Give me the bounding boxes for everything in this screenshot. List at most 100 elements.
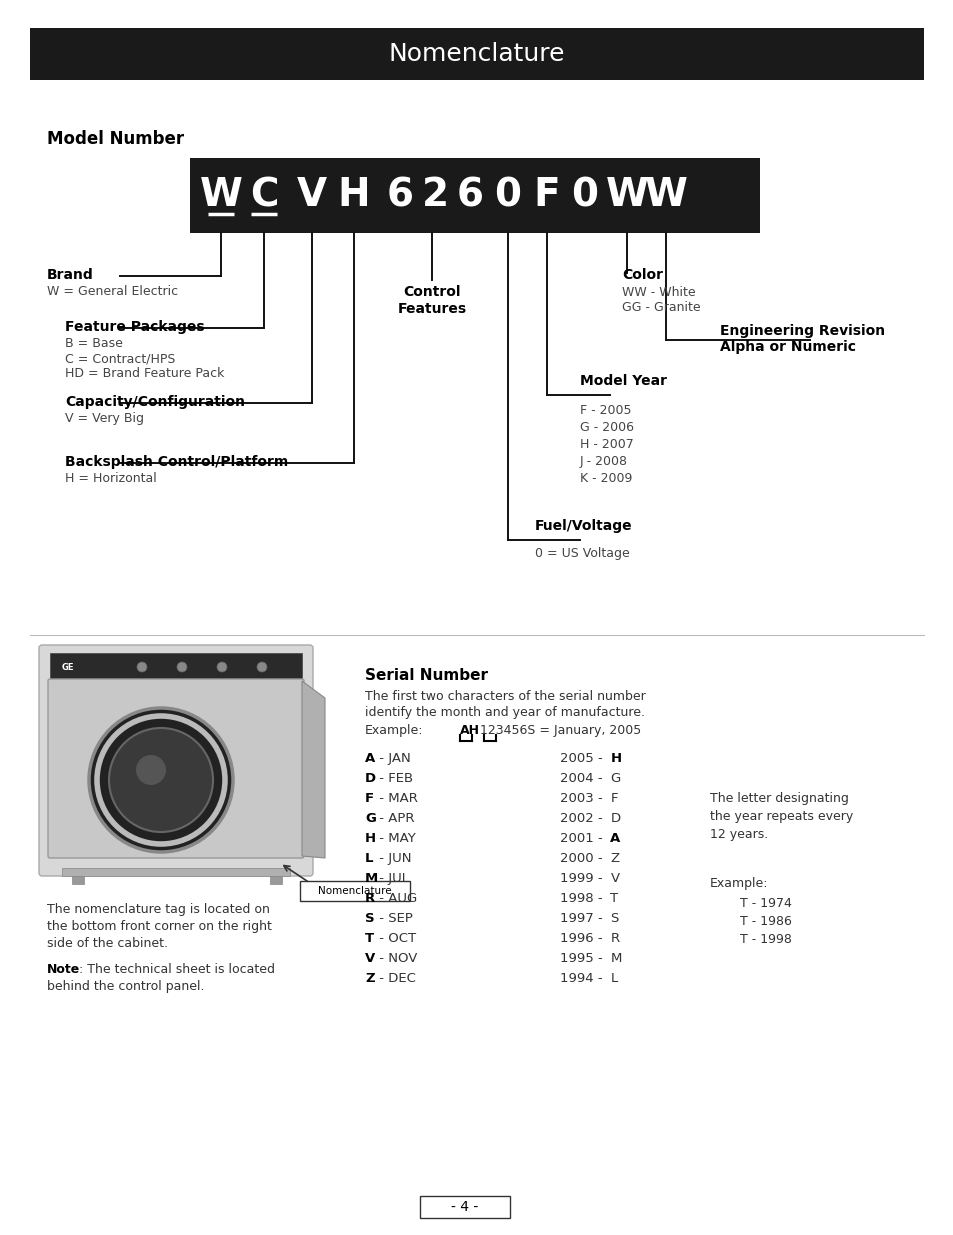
Text: The first two characters of the serial number: The first two characters of the serial n… [365, 690, 645, 703]
Text: L: L [610, 972, 617, 986]
Text: 1998 -: 1998 - [559, 892, 606, 905]
Text: 1996 -: 1996 - [559, 932, 606, 945]
Text: F - 2005: F - 2005 [579, 404, 631, 417]
Text: S: S [365, 911, 375, 925]
Text: V: V [365, 952, 375, 965]
Text: 2005 -: 2005 - [559, 752, 606, 764]
Text: 2003 -: 2003 - [559, 792, 606, 805]
Text: Model Number: Model Number [47, 130, 184, 148]
FancyBboxPatch shape [48, 679, 304, 858]
Text: W = General Electric: W = General Electric [47, 285, 178, 298]
Text: G: G [610, 772, 620, 785]
Text: Features: Features [397, 303, 466, 316]
Text: HD = Brand Feature Pack: HD = Brand Feature Pack [65, 367, 224, 380]
Text: Fuel/Voltage: Fuel/Voltage [535, 519, 632, 534]
Text: 1994 -: 1994 - [559, 972, 606, 986]
Text: 123456S = January, 2005: 123456S = January, 2005 [479, 724, 640, 737]
Text: Example:: Example: [365, 724, 423, 737]
Polygon shape [302, 680, 325, 858]
Circle shape [177, 662, 187, 672]
Text: V = Very Big: V = Very Big [65, 412, 144, 425]
Text: T - 1974: T - 1974 [740, 897, 791, 910]
Text: A: A [365, 752, 375, 764]
Circle shape [216, 662, 227, 672]
Text: Alpha or Numeric: Alpha or Numeric [720, 340, 855, 354]
Text: 1999 -: 1999 - [559, 872, 606, 885]
Text: the bottom front corner on the right: the bottom front corner on the right [47, 920, 272, 932]
Text: W: W [605, 177, 648, 215]
Text: - MAR: - MAR [375, 792, 417, 805]
Text: - NOV: - NOV [375, 952, 416, 965]
Text: R: R [365, 892, 375, 905]
Text: 2000 -: 2000 - [559, 852, 606, 864]
Text: F: F [610, 792, 618, 805]
Text: GG - Granite: GG - Granite [621, 301, 700, 314]
Text: Feature Packages: Feature Packages [65, 320, 204, 333]
Text: H: H [610, 752, 620, 764]
Text: H = Horizontal: H = Horizontal [65, 472, 156, 485]
Circle shape [136, 755, 166, 785]
Text: Nomenclature: Nomenclature [388, 42, 565, 65]
Text: Example:: Example: [709, 877, 768, 890]
Text: behind the control panel.: behind the control panel. [47, 981, 204, 993]
Text: Engineering Revision: Engineering Revision [720, 324, 884, 338]
Bar [30, 28, 923, 80]
Bar [71, 876, 84, 884]
Text: : The technical sheet is located: : The technical sheet is located [79, 963, 274, 976]
Text: A: A [610, 832, 620, 845]
Text: - 4 -: - 4 - [451, 1200, 478, 1214]
Text: T: T [365, 932, 374, 945]
Text: Backsplash Control/Platform: Backsplash Control/Platform [65, 454, 288, 469]
Text: Model Year: Model Year [579, 374, 666, 388]
Text: T - 1986: T - 1986 [740, 915, 791, 927]
Text: - FEB: - FEB [375, 772, 413, 785]
Bar [270, 876, 282, 884]
Text: - SEP: - SEP [375, 911, 413, 925]
Text: Note: Note [47, 963, 80, 976]
Text: Nomenclature: Nomenclature [318, 885, 392, 897]
Text: W: W [199, 177, 242, 215]
Bar [419, 1195, 510, 1218]
Text: 6: 6 [386, 177, 413, 215]
Text: L: L [365, 852, 374, 864]
Text: T: T [610, 892, 618, 905]
Text: Z: Z [610, 852, 618, 864]
Text: AH: AH [459, 724, 479, 737]
Text: - JUN: - JUN [375, 852, 411, 864]
Bar [190, 158, 760, 233]
Text: H: H [365, 832, 375, 845]
Text: 2002 -: 2002 - [559, 811, 606, 825]
Text: B = Base: B = Base [65, 337, 123, 350]
Text: G - 2006: G - 2006 [579, 421, 634, 433]
Text: The nomenclature tag is located on: The nomenclature tag is located on [47, 903, 270, 916]
Text: J - 2008: J - 2008 [579, 454, 627, 468]
Text: 6: 6 [456, 177, 483, 215]
Text: K - 2009: K - 2009 [579, 472, 632, 485]
Circle shape [109, 727, 213, 832]
Text: D: D [365, 772, 375, 785]
Text: D: D [610, 811, 619, 825]
FancyBboxPatch shape [39, 645, 313, 876]
Text: side of the cabinet.: side of the cabinet. [47, 937, 168, 950]
Text: R: R [610, 932, 618, 945]
Text: 2: 2 [421, 177, 448, 215]
Text: H - 2007: H - 2007 [579, 438, 633, 451]
Text: M: M [610, 952, 621, 965]
Circle shape [137, 662, 147, 672]
Text: Brand: Brand [47, 268, 93, 282]
Circle shape [256, 662, 267, 672]
Text: F: F [365, 792, 374, 805]
Bar [50, 653, 302, 680]
Text: Control: Control [403, 285, 460, 299]
Text: W: W [644, 177, 687, 215]
Circle shape [89, 708, 233, 852]
Text: C: C [250, 177, 278, 215]
Text: - OCT: - OCT [375, 932, 416, 945]
Text: F: F [533, 177, 559, 215]
Text: 0 = US Voltage: 0 = US Voltage [535, 547, 629, 559]
Text: - DEC: - DEC [375, 972, 416, 986]
Text: - APR: - APR [375, 811, 414, 825]
Text: G: G [365, 811, 375, 825]
Text: - AUG: - AUG [375, 892, 416, 905]
Text: S: S [610, 911, 618, 925]
